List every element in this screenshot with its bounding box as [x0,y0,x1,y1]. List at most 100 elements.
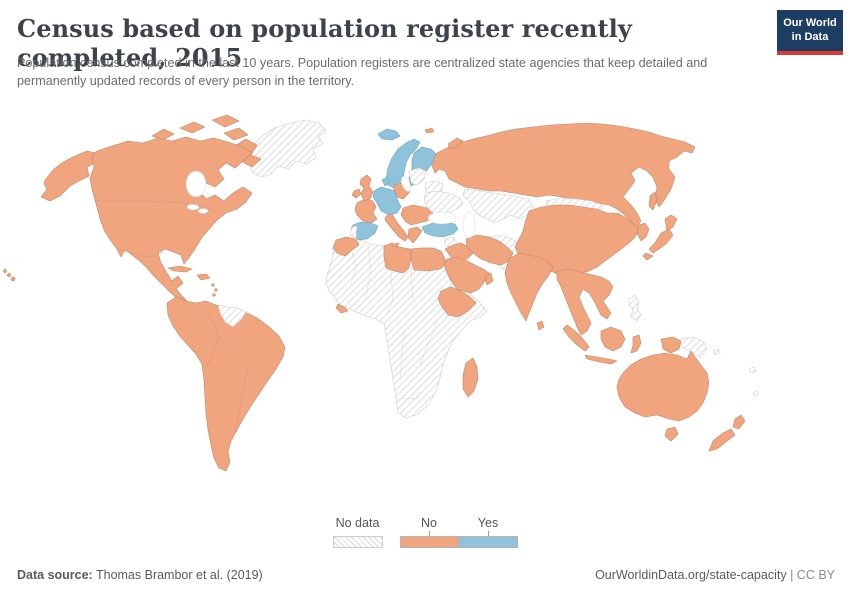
owid-link[interactable]: OurWorldinData.org/state-capacity [595,568,787,582]
map-region-sulawesi[interactable] [630,334,642,354]
africa-borders [349,251,357,287]
footer-attribution: OurWorldinData.org/state-capacity | CC B… [595,568,835,582]
map-region-united-kingdom[interactable] [359,174,374,202]
map-region-svalbard[interactable] [424,127,435,134]
map-region-arctic-islands[interactable] [211,114,240,128]
map-region-lesser-antilles[interactable] [211,283,215,287]
map-region-west-papua[interactable] [660,336,682,354]
great-lakes [186,203,200,211]
map-region-iceland[interactable] [377,128,401,141]
map-region-alaska[interactable] [40,150,97,202]
legend-label-no-data: No data [335,516,380,530]
map-region-india[interactable] [504,252,554,322]
legend-swatch-no-data[interactable] [333,536,383,548]
map-region-pacific-islands[interactable] [752,390,760,397]
map-region-ukraine[interactable] [423,190,464,216]
africa-borders [365,246,372,296]
owid-logo[interactable]: Our World in Data [777,10,843,55]
map-region-ireland[interactable] [351,188,362,199]
map-region-portugal[interactable] [349,225,358,239]
map-region-balkans-hungary-romania[interactable] [400,204,434,226]
map-region-australia[interactable] [616,350,710,422]
map-region-france[interactable] [354,198,378,224]
legend-label-no: No [421,516,437,530]
map-region-greece[interactable] [407,226,423,244]
legend-tick-no [429,531,430,536]
us-canada-border [95,200,217,214]
map-region-denmark[interactable] [381,176,391,187]
owid-logo-line2: in Data [791,31,829,44]
africa-borders [419,319,439,367]
hudson-bay [185,170,207,198]
data-source-label: Data source: [17,568,93,582]
map-region-cuba[interactable] [167,265,193,273]
map-region-korea[interactable] [636,222,650,242]
map-region-sakhalin[interactable] [648,191,658,211]
legend-swatch-yes[interactable] [458,536,518,548]
map-region-java[interactable] [584,354,618,365]
map-region-liberia[interactable] [335,303,349,314]
map-region-oman[interactable] [484,272,494,286]
map-region-novaya-zemlya[interactable] [447,137,464,150]
map-region-japan-hokkaido[interactable] [664,214,678,232]
map-region-lesser-antilles[interactable] [214,288,218,292]
map-region-kazakhstan[interactable] [462,188,534,224]
map-region-southeast-asia[interactable] [556,268,614,336]
map-region-guyana-suriname[interactable] [217,304,247,328]
map-region-pacific-islands[interactable] [712,348,721,356]
map-region-south-america[interactable] [166,296,286,472]
africa-borders [395,397,421,400]
map-region-hawaii[interactable] [3,269,7,273]
map-region-papua-new-guinea[interactable] [680,336,708,358]
map-region-arctic-islands[interactable] [223,127,249,141]
map-region-philippines[interactable] [628,294,642,322]
legend-label-yes: Yes [477,516,499,530]
map-region-turkey[interactable] [421,221,459,238]
map-region-hispaniola[interactable] [196,273,211,281]
legend-tick-yes [488,531,489,536]
map-region-russia[interactable] [430,122,696,228]
map-region-ethiopia[interactable] [437,286,477,318]
page-title: Census based on population register rece… [17,14,632,72]
license-text: | CC BY [786,568,835,582]
map-region-japan-honshu[interactable] [648,228,674,254]
map-region-borneo[interactable] [600,326,626,352]
map-region-hawaii[interactable] [10,276,16,282]
data-source: Data source: Thomas Brambor et al. (2019… [17,568,263,582]
map-region-japan-kyushu[interactable] [642,252,654,261]
map-region-hawaii[interactable] [7,273,11,277]
map-region-libya[interactable] [383,242,412,274]
map-region-north-america[interactable] [89,136,253,309]
map-region-new-zealand-south[interactable] [708,428,736,452]
page-subtitle: Population census completed in the last … [17,56,708,88]
map-region-new-zealand-north[interactable] [732,414,746,430]
map-region-arctic-islands[interactable] [179,121,206,134]
map-region-tasmania[interactable] [664,426,679,442]
south-america-borders [218,337,245,363]
legend-swatch-no[interactable] [400,536,458,548]
map-region-italy[interactable] [384,213,409,242]
map-legend: No data No Yes [0,514,850,554]
map-region-madagascar[interactable] [462,357,479,398]
map-region-sumatra[interactable] [562,324,590,352]
owid-logo-line1: Our World [783,17,837,29]
map-region-morocco[interactable] [332,236,360,257]
map-region-greenland[interactable] [248,119,327,178]
map-region-saudi-arabia[interactable] [443,256,490,294]
map-region-sicily[interactable] [391,242,400,248]
black-sea [427,211,457,225]
baltic-sea [401,176,411,192]
map-region-baltic-states[interactable] [408,167,427,186]
map-region-sri-lanka[interactable] [536,320,545,331]
map-region-belarus[interactable] [424,180,444,195]
map-region-egypt[interactable] [410,247,447,272]
caspian-sea [462,211,476,239]
data-source-value: Thomas Brambor et al. (2019) [92,568,263,582]
africa-borders [410,270,414,301]
map-region-arctic-islands[interactable] [151,128,175,141]
map-region-pacific-islands[interactable] [748,366,757,374]
map-region-germany-netherlands-austria[interactable] [372,186,402,216]
map-region-lesser-antilles[interactable] [212,293,216,297]
africa-borders [399,329,405,383]
